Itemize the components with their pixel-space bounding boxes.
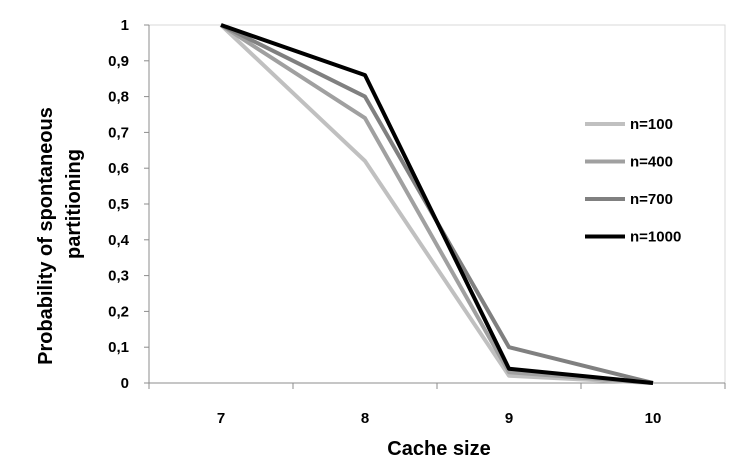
plot-area xyxy=(148,24,726,384)
x-tick-label: 8 xyxy=(361,410,369,427)
y-tick-label: 0 xyxy=(121,375,129,392)
y-axis-title-line-1: Probability of spontaneous xyxy=(35,107,57,365)
y-tick-label: 0,2 xyxy=(108,303,129,320)
x-axis-title: Cache size xyxy=(387,438,490,460)
legend-label: n=1000 xyxy=(630,229,681,246)
y-tick-label: 1 xyxy=(121,17,129,34)
y-tick-label: 0,3 xyxy=(108,268,129,285)
series-line-n-1000 xyxy=(220,23,654,385)
x-tick-label: 10 xyxy=(645,410,662,427)
y-axis: 0 0,1 0,2 0,3 0,4 0,5 0,6 0,7 0,8 0,9 1 xyxy=(108,17,150,392)
legend-label: n=700 xyxy=(630,191,673,208)
legend: n=100 n=400 n=700 n=1000 xyxy=(585,116,681,246)
y-tick-label: 0,6 xyxy=(108,160,129,177)
y-axis-title-line-2: partitioning xyxy=(63,149,85,259)
y-tick-label: 0,7 xyxy=(108,124,129,141)
x-tick-label: 9 xyxy=(505,410,513,427)
series-layer xyxy=(219,23,654,385)
legend-label: n=400 xyxy=(630,154,673,171)
y-tick-label: 0,1 xyxy=(108,339,129,356)
y-tick-label: 0,8 xyxy=(108,89,129,106)
x-axis: 7 8 9 10 xyxy=(148,382,726,427)
x-tick-label: 7 xyxy=(217,410,225,427)
legend-label: n=100 xyxy=(630,116,673,133)
y-tick-label: 0,9 xyxy=(108,53,129,70)
y-tick-label: 0,4 xyxy=(108,232,130,249)
y-axis-title: Probability of spontaneous partitioning xyxy=(35,107,85,365)
y-tick-label: 0,5 xyxy=(108,196,129,213)
